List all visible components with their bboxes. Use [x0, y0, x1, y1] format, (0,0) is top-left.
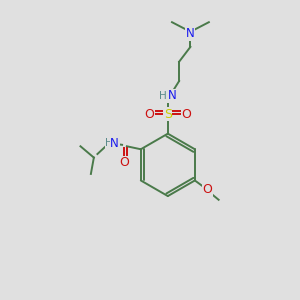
Text: H: H: [105, 138, 113, 148]
Text: O: O: [119, 156, 129, 169]
Text: O: O: [145, 108, 154, 121]
Text: N: N: [186, 27, 195, 40]
Text: N: N: [168, 89, 177, 102]
Text: H: H: [159, 91, 167, 101]
Text: N: N: [110, 137, 119, 150]
Text: S: S: [164, 108, 172, 121]
Text: O: O: [181, 108, 191, 121]
Text: O: O: [202, 184, 212, 196]
